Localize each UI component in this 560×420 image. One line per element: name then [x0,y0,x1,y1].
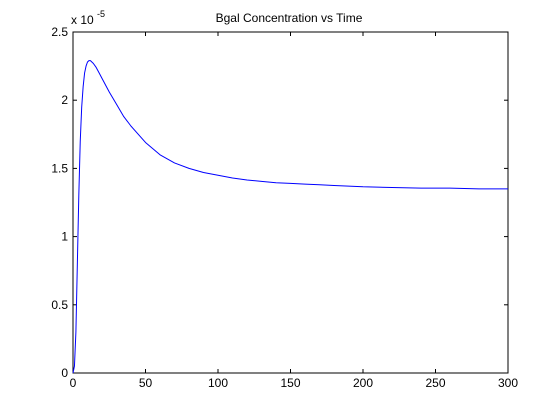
y-axis: 0 0.5 1 1.5 2 2.5 [51,25,508,380]
y-exponent-base: x 10 [71,13,94,27]
series-layer [72,60,508,374]
y-tick-label: 2.5 [51,25,68,39]
x-tick-label: 0 [70,376,77,390]
plot-area [72,31,509,374]
y-exponent-power: -5 [97,9,105,19]
y-tick-label: 1.5 [51,161,68,175]
x-tick-label: 100 [208,376,228,390]
y-tick-label: 1 [61,230,68,244]
x-tick-label: 300 [498,376,518,390]
chart-title: Bgal Concentration vs Time [216,11,363,25]
series-line [72,60,508,374]
x-tick-label: 150 [280,376,300,390]
y-exponent-label: x 10 -5 [71,9,105,27]
x-tick-label: 50 [139,376,153,390]
x-tick-label: 200 [353,376,373,390]
x-tick-label: 250 [425,376,445,390]
y-tick-label: 0.5 [51,298,68,312]
y-tick-label: 0 [61,366,68,380]
y-tick-label: 2 [61,93,68,107]
x-axis: 0 50 100 150 200 250 300 [70,32,518,390]
